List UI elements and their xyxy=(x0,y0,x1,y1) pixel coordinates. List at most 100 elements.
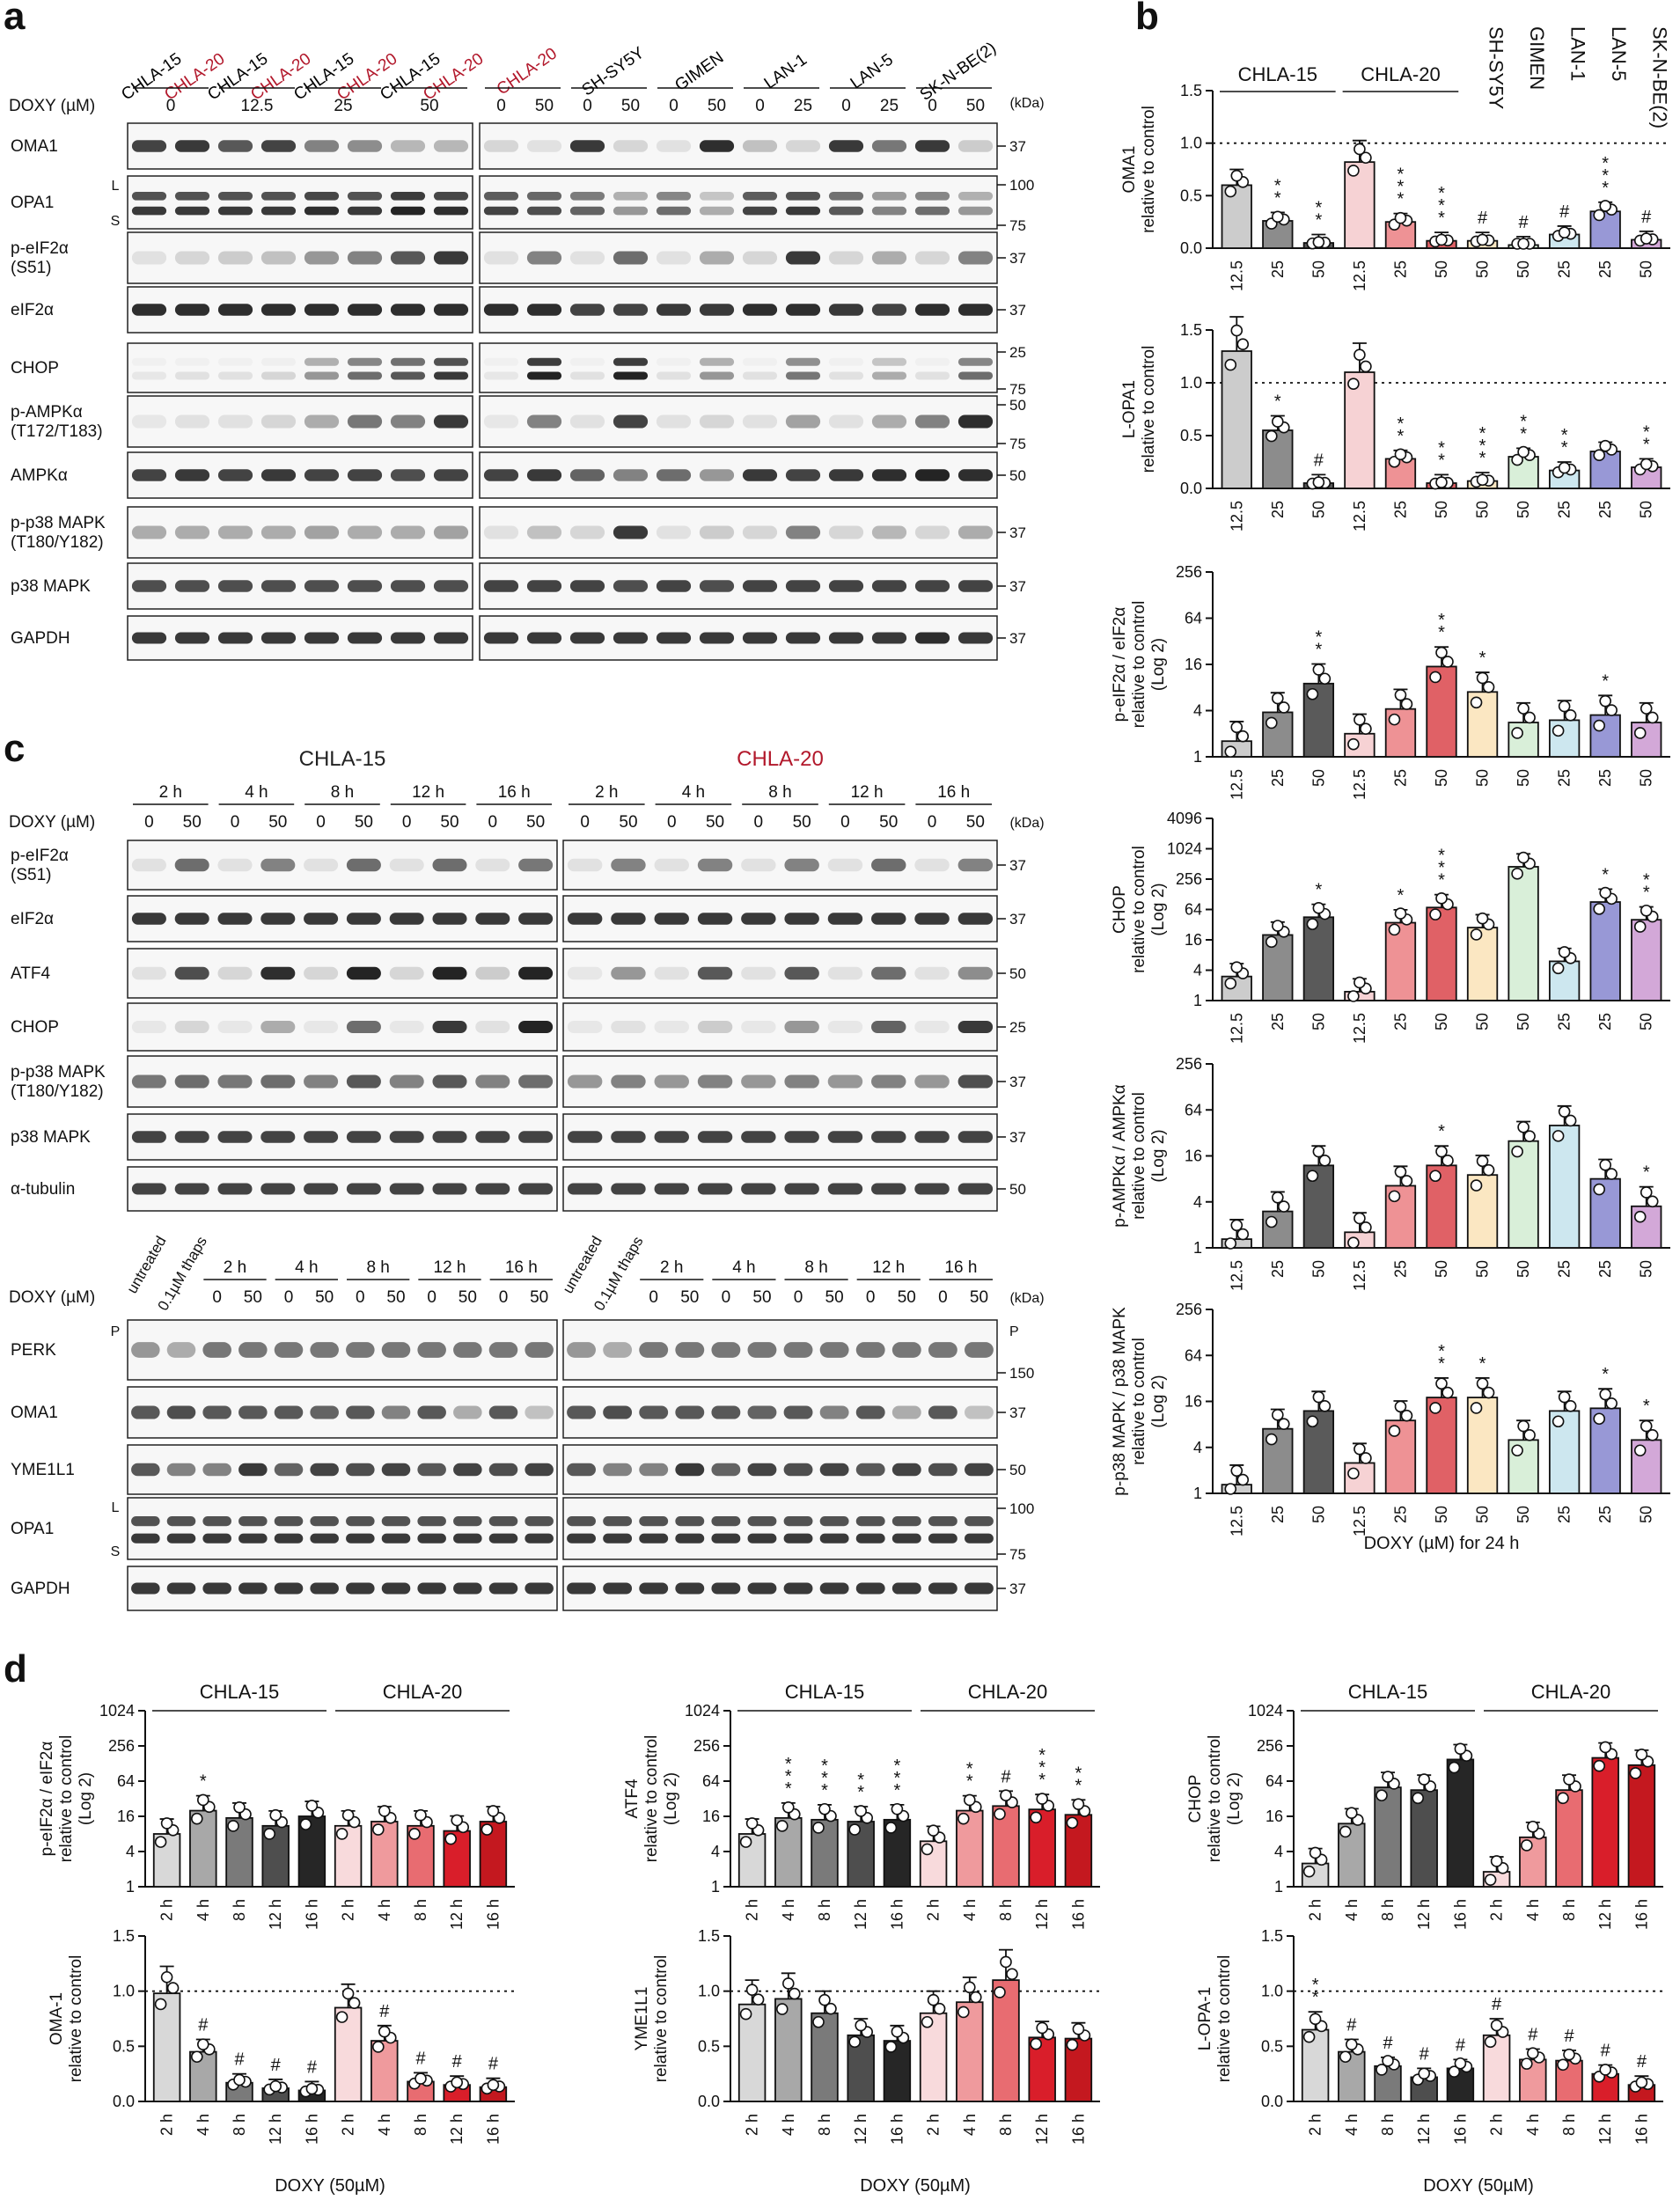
blot-band xyxy=(711,1533,741,1544)
y-tick-label: 1 xyxy=(1193,1485,1202,1502)
blot-band xyxy=(166,1342,196,1358)
data-point xyxy=(1557,1792,1569,1805)
blot-band xyxy=(131,206,167,216)
blot-band xyxy=(390,304,426,316)
y-tick-label: 64 xyxy=(1185,1346,1202,1364)
data-point xyxy=(1400,1409,1413,1422)
data-point xyxy=(1484,1874,1497,1886)
blot-band xyxy=(784,966,819,980)
significance-mark: # xyxy=(1383,2034,1393,2053)
data-point xyxy=(884,2041,898,2053)
blot-band xyxy=(433,140,469,152)
blot-band xyxy=(611,913,646,925)
blot-band xyxy=(174,580,210,592)
protein-label: (T172/T183) xyxy=(11,422,103,441)
blot-frame xyxy=(127,1386,558,1439)
category-label: 50 xyxy=(1474,1013,1492,1030)
blot-band xyxy=(965,1533,994,1544)
blot-band xyxy=(390,251,426,265)
blot-band xyxy=(611,966,646,980)
blot-band xyxy=(381,1405,411,1419)
data-point xyxy=(378,2025,391,2038)
y-tick-label: 1.5 xyxy=(1180,82,1202,99)
x-axis-label: DOXY (50µM) xyxy=(1423,2176,1534,2196)
data-point xyxy=(1354,1442,1366,1456)
band-side-label: L xyxy=(112,1500,120,1515)
bar xyxy=(1548,1125,1581,1249)
significance-mark: * xyxy=(1312,1976,1319,1995)
data-point xyxy=(1564,709,1577,722)
data-point xyxy=(1224,977,1237,990)
significance-mark: * xyxy=(1398,178,1405,197)
blot-strip xyxy=(127,1166,558,1212)
blot-band xyxy=(304,371,340,380)
data-point xyxy=(891,1802,904,1815)
y-axis-label: relative to control xyxy=(1130,1338,1148,1465)
blot-band xyxy=(483,251,519,265)
y-tick-label: 1.5 xyxy=(1261,1927,1283,1945)
category-label: 12.5 xyxy=(1351,1506,1368,1536)
data-point xyxy=(1593,209,1605,222)
time-label: 8 h xyxy=(331,783,354,802)
significance-mark: * xyxy=(966,1760,973,1779)
significance-mark: * xyxy=(1479,424,1486,444)
chart-d6: 0.0 0.5 1.0 1.5 L-OPA-1 relative to control **… xyxy=(1196,1927,1663,2145)
blot-band xyxy=(217,525,253,539)
data-point xyxy=(1442,1155,1454,1167)
bar xyxy=(1631,722,1662,758)
data-point xyxy=(1490,1855,1503,1867)
blot-band xyxy=(828,357,864,366)
blot-band xyxy=(613,304,649,316)
data-point xyxy=(1640,458,1653,471)
blot-strip xyxy=(562,1055,998,1108)
blot-band xyxy=(453,1516,482,1527)
blot-band xyxy=(828,414,864,429)
data-point xyxy=(1306,1415,1319,1428)
data-point xyxy=(1470,1402,1483,1414)
data-point xyxy=(1517,851,1530,864)
group-header: CHLA-20 xyxy=(1531,1681,1610,1703)
blot-band xyxy=(304,632,340,644)
data-point xyxy=(451,2076,464,2089)
data-point xyxy=(1224,185,1237,198)
blot-band xyxy=(675,1405,705,1419)
bar xyxy=(1028,1808,1056,1888)
blot-band xyxy=(891,1533,921,1544)
data-point xyxy=(1470,928,1483,941)
significance-mark: * xyxy=(1643,422,1650,442)
blot-strip xyxy=(127,1055,558,1108)
dose-label: 50 xyxy=(526,813,545,832)
blot-band xyxy=(697,913,733,925)
blot-band xyxy=(569,632,605,644)
blot-band xyxy=(699,206,735,216)
significance-mark: * xyxy=(1438,184,1445,203)
blot-band xyxy=(613,525,649,539)
data-point xyxy=(1564,1114,1577,1127)
lane-label: untreated xyxy=(560,1233,605,1296)
blot-band xyxy=(785,414,821,429)
panel-label-b: b xyxy=(1135,0,1159,38)
data-point xyxy=(1593,1183,1605,1196)
blot-band xyxy=(174,525,210,539)
blot-band xyxy=(274,1342,304,1358)
data-point xyxy=(1517,702,1530,715)
dose-label: 50 xyxy=(966,813,985,832)
blot-band xyxy=(784,1020,819,1034)
category-label: 12.5 xyxy=(1228,1506,1245,1536)
blot-band xyxy=(914,966,950,980)
data-point xyxy=(1266,935,1278,949)
blot-band xyxy=(567,913,603,925)
data-point xyxy=(855,2019,868,2032)
bar xyxy=(1591,1756,1619,1888)
blot-band xyxy=(957,357,994,366)
blot-band xyxy=(217,251,253,265)
y-axis-label: relative to control xyxy=(1130,1092,1148,1220)
blot-band xyxy=(914,469,950,481)
blot-band xyxy=(346,1131,381,1143)
data-point xyxy=(1523,1130,1536,1142)
blot-band xyxy=(928,1582,957,1595)
data-point xyxy=(305,2082,319,2095)
category-label: 50 xyxy=(1638,1013,1655,1030)
significance-mark: * xyxy=(1479,449,1486,468)
